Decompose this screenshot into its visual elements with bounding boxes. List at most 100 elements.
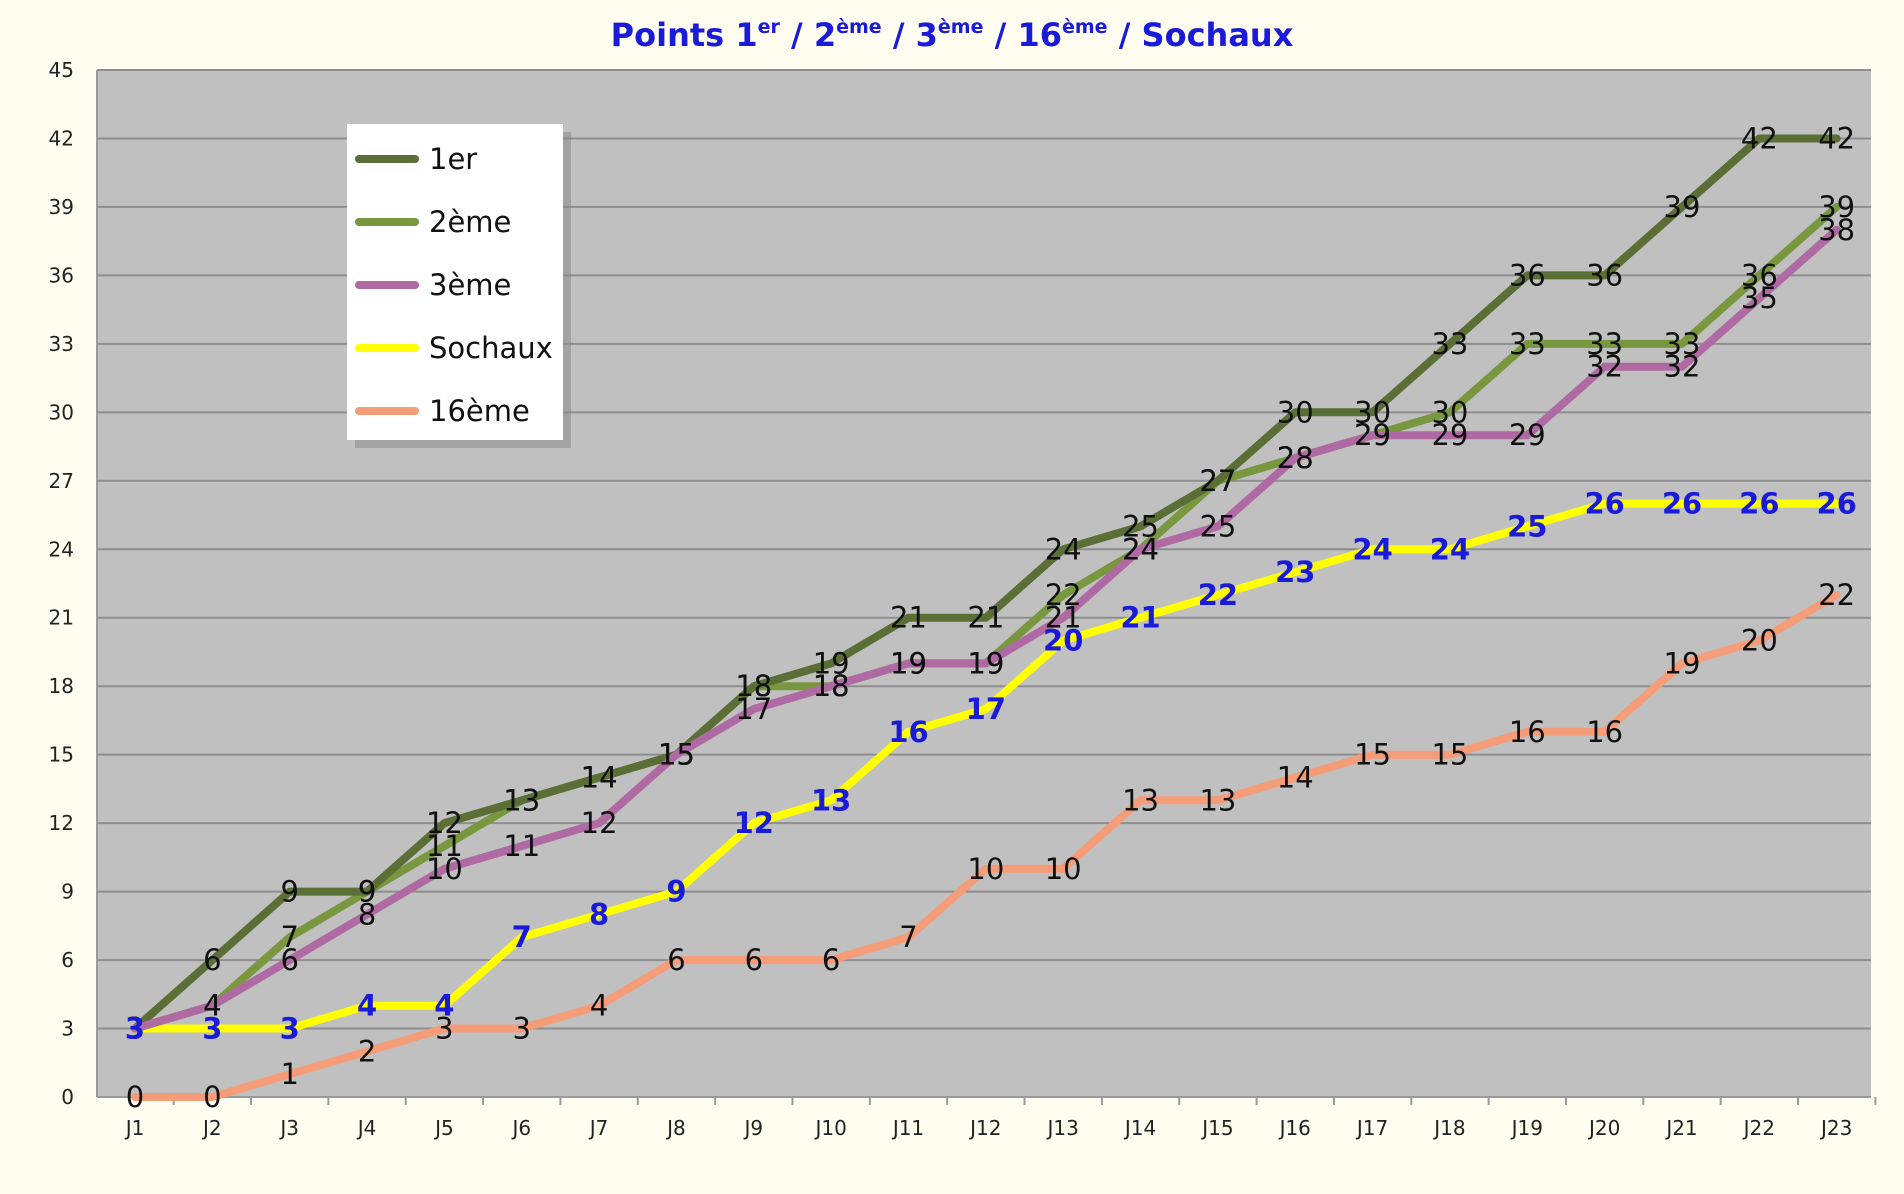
data-label: 7 bbox=[899, 920, 917, 954]
data-label: 12 bbox=[734, 806, 774, 840]
data-label: 6 bbox=[667, 943, 685, 977]
chart-title-part-2: / 2 bbox=[780, 16, 836, 54]
data-label: 16 bbox=[888, 715, 928, 749]
chart-title-part-1: er bbox=[758, 16, 781, 38]
y-tick-label: 30 bbox=[49, 400, 74, 424]
chart-title-part-8: / Sochaux bbox=[1108, 16, 1294, 54]
data-label: 6 bbox=[745, 943, 763, 977]
data-label: 3 bbox=[126, 1012, 144, 1046]
legend-label: 1er bbox=[429, 142, 477, 176]
data-label: 39 bbox=[1818, 190, 1855, 224]
data-label: 0 bbox=[126, 1080, 144, 1114]
data-label: 24 bbox=[1430, 532, 1470, 566]
data-label: 16 bbox=[1509, 715, 1546, 749]
data-label: 33 bbox=[1431, 327, 1468, 361]
x-tick-label: J11 bbox=[891, 1116, 924, 1140]
data-label: 39 bbox=[1664, 190, 1701, 224]
data-label: 14 bbox=[581, 760, 618, 794]
data-label: 33 bbox=[1586, 327, 1623, 361]
y-tick-label: 21 bbox=[49, 606, 74, 630]
data-label: 12 bbox=[426, 806, 463, 840]
chart-title-part-5: ème bbox=[938, 16, 984, 38]
data-label: 15 bbox=[658, 738, 695, 772]
x-tick-label: J7 bbox=[588, 1116, 609, 1140]
data-label: 21 bbox=[1120, 601, 1160, 635]
x-tick-label: J14 bbox=[1123, 1116, 1156, 1140]
y-tick-label: 12 bbox=[49, 811, 74, 835]
data-label: 24 bbox=[1352, 532, 1392, 566]
data-label: 15 bbox=[1354, 738, 1391, 772]
data-label: 4 bbox=[357, 989, 377, 1023]
data-label: 26 bbox=[1817, 487, 1857, 521]
data-label: 9 bbox=[666, 875, 686, 909]
series-line-3 bbox=[131, 499, 1841, 1033]
data-label: 36 bbox=[1509, 258, 1546, 292]
x-tick-label: J13 bbox=[1046, 1116, 1079, 1140]
data-label: 32 bbox=[1586, 350, 1623, 384]
data-label: 25 bbox=[1122, 509, 1159, 543]
data-label: 27 bbox=[1199, 464, 1236, 498]
data-label: 17 bbox=[735, 692, 772, 726]
x-tick-label: J17 bbox=[1355, 1116, 1388, 1140]
data-label: 9 bbox=[358, 875, 376, 909]
data-label: 9 bbox=[358, 875, 376, 909]
x-tick-label: J23 bbox=[1819, 1116, 1852, 1140]
data-label: 17 bbox=[966, 692, 1006, 726]
chart-title-part-6: / 16 bbox=[983, 16, 1062, 54]
chart-title-part-4: / 3 bbox=[882, 16, 938, 54]
data-label: 10 bbox=[967, 852, 1004, 886]
data-label: 11 bbox=[426, 829, 463, 863]
data-label: 19 bbox=[890, 646, 927, 680]
data-label: 33 bbox=[1664, 327, 1701, 361]
data-label: 21 bbox=[967, 601, 1004, 635]
y-tick-label: 3 bbox=[61, 1017, 74, 1041]
data-label: 28 bbox=[1277, 441, 1314, 475]
data-label: 24 bbox=[1122, 532, 1159, 566]
data-label: 19 bbox=[813, 646, 850, 680]
data-label: 18 bbox=[735, 669, 772, 703]
x-tick-label: J20 bbox=[1587, 1116, 1620, 1140]
y-tick-label: 45 bbox=[49, 58, 74, 82]
data-label: 3 bbox=[435, 1012, 453, 1046]
data-label: 6 bbox=[280, 943, 298, 977]
legend-label: 2ème bbox=[429, 205, 511, 239]
data-label: 3 bbox=[126, 1012, 144, 1046]
data-label: 15 bbox=[658, 738, 695, 772]
x-tick-label: J18 bbox=[1432, 1116, 1465, 1140]
data-label: 11 bbox=[503, 829, 540, 863]
data-label: 1 bbox=[280, 1057, 298, 1091]
x-tick-label: J4 bbox=[356, 1116, 377, 1140]
data-label: 26 bbox=[1662, 487, 1702, 521]
data-label: 8 bbox=[589, 897, 609, 931]
data-label: 15 bbox=[658, 738, 695, 772]
data-label: 25 bbox=[1199, 509, 1236, 543]
data-label: 29 bbox=[1354, 418, 1391, 452]
data-label: 3 bbox=[202, 1012, 222, 1046]
y-tick-label: 24 bbox=[49, 537, 74, 561]
y-tick-label: 18 bbox=[49, 674, 74, 698]
data-label: 38 bbox=[1818, 213, 1855, 247]
data-label: 30 bbox=[1431, 395, 1468, 429]
data-label: 18 bbox=[813, 669, 850, 703]
data-label: 7 bbox=[280, 920, 298, 954]
data-label: 21 bbox=[1045, 601, 1082, 635]
data-label: 26 bbox=[1584, 487, 1624, 521]
x-tick-label: J3 bbox=[278, 1116, 299, 1140]
data-label: 21 bbox=[890, 601, 927, 635]
series-line-4 bbox=[131, 590, 1841, 1101]
data-label: 13 bbox=[1199, 783, 1236, 817]
x-tick-label: J9 bbox=[742, 1116, 763, 1140]
data-label: 12 bbox=[581, 806, 618, 840]
x-tick-label: J1 bbox=[124, 1116, 145, 1140]
data-label: 36 bbox=[1741, 258, 1778, 292]
data-label: 14 bbox=[581, 760, 618, 794]
data-label: 9 bbox=[280, 875, 298, 909]
data-label: 6 bbox=[203, 943, 221, 977]
x-tick-label: J8 bbox=[665, 1116, 686, 1140]
x-tick-label: J21 bbox=[1664, 1116, 1697, 1140]
gridlines bbox=[96, 69, 1871, 1098]
x-tick-label: J2 bbox=[201, 1116, 222, 1140]
